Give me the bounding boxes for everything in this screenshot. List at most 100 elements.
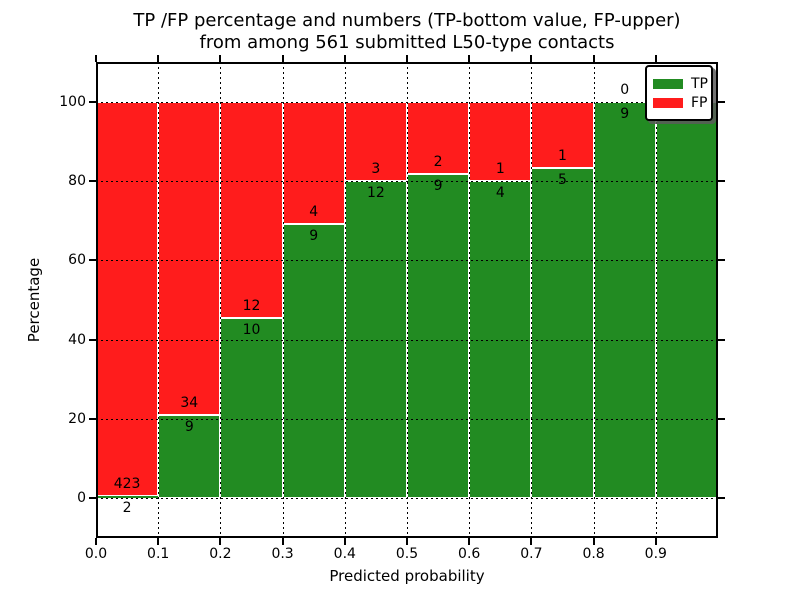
y-tick-mark	[89, 338, 96, 341]
plot-area	[96, 62, 718, 538]
v-gridline	[282, 62, 284, 538]
y-tick-mark	[89, 180, 96, 182]
x-tick-label: 0.8	[582, 546, 605, 562]
v-gridline	[531, 62, 533, 538]
y-tick-label: 40	[68, 331, 86, 348]
tp-count-label: 9	[184, 419, 194, 436]
x-tick-label: 0.2	[209, 546, 232, 562]
x-tick-label: 0.6	[458, 546, 481, 562]
x-tick-mark	[592, 538, 595, 545]
tp-swatch-icon	[653, 78, 683, 89]
y-tick-label: 100	[59, 93, 86, 110]
tp-count-label: 9	[433, 177, 443, 194]
fp-count-label: 12	[242, 298, 261, 315]
v-gridline	[655, 62, 657, 538]
legend-item-fp: FP	[653, 94, 708, 111]
y-tick-label: 80	[68, 173, 86, 189]
fp-count-label: 2	[433, 153, 443, 170]
x-tick-mark-top	[343, 55, 346, 62]
y-axis-label: Percentage	[25, 257, 43, 343]
y-tick-mark	[89, 497, 96, 500]
tp-count-label: 2	[122, 500, 132, 517]
y-tick-label: 60	[68, 252, 86, 269]
legend-label-fp: FP	[691, 94, 708, 111]
y-tick-mark	[89, 100, 96, 103]
fp-bar-segment	[469, 101, 532, 181]
legend: TP FP	[645, 65, 713, 121]
v-gridline	[344, 62, 346, 538]
x-tick-mark-top	[654, 55, 657, 62]
x-axis-label: Predicted probability	[329, 567, 485, 585]
v-gridline	[158, 62, 160, 538]
fp-count-label: 4	[309, 203, 319, 220]
fp-bar-segment	[344, 101, 407, 181]
chart-title-line1: TP /FP percentage and numbers (TP-bottom…	[133, 10, 681, 31]
x-tick-mark	[343, 538, 346, 545]
x-tick-label: 0.7	[520, 546, 543, 562]
y-tick-label: 0	[77, 490, 86, 507]
x-tick-mark	[654, 538, 657, 545]
y-tick-mark-right	[718, 497, 725, 500]
y-tick-mark	[89, 418, 96, 420]
x-tick-mark	[157, 538, 160, 545]
v-gridline	[220, 62, 222, 538]
y-tick-mark-right	[718, 100, 725, 103]
tp-bar-segment	[158, 415, 221, 499]
tp-count-label: 4	[495, 185, 505, 201]
x-tick-mark-top	[468, 55, 471, 62]
x-tick-label: 0.9	[644, 546, 667, 562]
fp-bar-segment	[220, 101, 283, 319]
v-gridline	[407, 62, 408, 538]
y-tick-mark-right	[718, 418, 725, 420]
tp-count-label: 5	[558, 171, 567, 188]
tp-bar-segment	[220, 318, 283, 499]
fp-bar-segment	[158, 101, 221, 416]
legend-label-tp: TP	[691, 75, 708, 92]
x-tick-mark-top	[406, 55, 408, 62]
legend-item-tp: TP	[653, 75, 708, 92]
x-tick-mark-top	[95, 55, 97, 62]
tp-bar-segment	[531, 167, 594, 499]
fp-count-label: 1	[495, 161, 505, 177]
chart-title-line2: from among 561 submitted L50-type contac…	[199, 32, 615, 53]
y-tick-label: 20	[68, 411, 86, 427]
tp-bar-segment	[282, 223, 345, 499]
x-tick-mark	[219, 538, 222, 545]
tp-bar-segment	[407, 173, 470, 499]
x-tick-mark-top	[530, 55, 533, 62]
tp-count-label: 12	[366, 185, 385, 201]
x-tick-mark	[530, 538, 533, 545]
fp-count-label: 1	[558, 147, 567, 164]
x-tick-mark-top	[157, 55, 160, 62]
x-tick-label: 0.5	[395, 546, 419, 562]
x-tick-mark-top	[592, 55, 595, 62]
v-gridline	[593, 62, 595, 538]
x-tick-mark	[468, 538, 471, 545]
x-tick-label: 0.0	[84, 546, 108, 562]
x-tick-mark	[406, 538, 408, 545]
x-tick-label: 0.3	[271, 546, 294, 562]
x-tick-mark	[281, 538, 284, 545]
fp-count-label: 0	[620, 81, 630, 98]
tp-count-label: 9	[309, 227, 319, 244]
y-tick-mark	[89, 259, 96, 262]
x-tick-mark-top	[219, 55, 222, 62]
tp-count-label: 9	[620, 105, 630, 122]
y-tick-mark-right	[718, 259, 725, 262]
x-tick-label: 0.4	[333, 546, 356, 562]
v-gridline	[469, 62, 471, 538]
fp-swatch-icon	[653, 97, 683, 108]
tp-count-label: 10	[242, 322, 261, 339]
x-tick-label: 0.1	[147, 546, 170, 562]
fp-count-label: 3	[371, 161, 381, 177]
tp-bar-segment	[96, 496, 159, 499]
fp-bar-segment	[96, 101, 159, 497]
fp-bar-segment	[531, 101, 594, 168]
chart-title: TP /FP percentage and numbers (TP-bottom…	[96, 10, 718, 54]
fp-count-label: 34	[180, 395, 199, 412]
tp-bar-segment	[593, 101, 656, 499]
y-tick-mark-right	[718, 180, 725, 182]
x-tick-mark	[95, 538, 97, 545]
y-tick-mark-right	[718, 338, 725, 341]
